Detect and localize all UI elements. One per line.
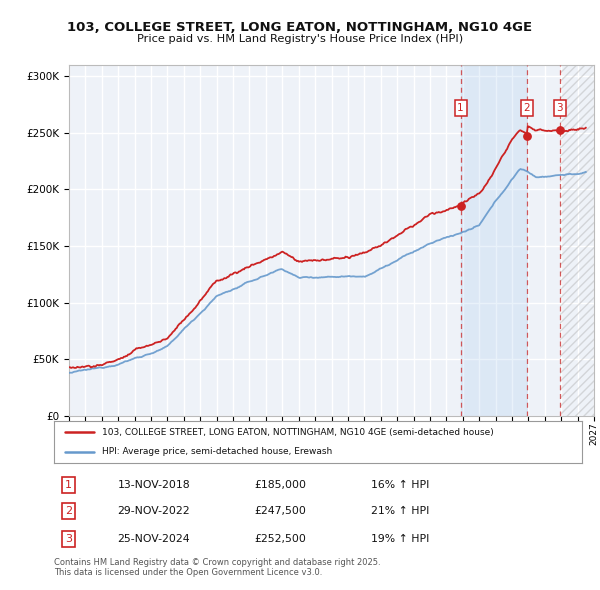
Text: 3: 3 [556, 103, 563, 113]
Text: 13-NOV-2018: 13-NOV-2018 [118, 480, 190, 490]
Text: 2: 2 [524, 103, 530, 113]
Bar [560, 65, 594, 416]
Text: HPI: Average price, semi-detached house, Erewash: HPI: Average price, semi-detached house,… [101, 447, 332, 456]
Text: 1: 1 [65, 480, 72, 490]
Point [456, 202, 466, 211]
Text: £185,000: £185,000 [254, 480, 307, 490]
Text: 103, COLLEGE STREET, LONG EATON, NOTTINGHAM, NG10 4GE: 103, COLLEGE STREET, LONG EATON, NOTTING… [67, 21, 533, 34]
Point [522, 131, 532, 140]
Text: 103, COLLEGE STREET, LONG EATON, NOTTINGHAM, NG10 4GE (semi-detached house): 103, COLLEGE STREET, LONG EATON, NOTTING… [101, 428, 493, 437]
Text: 19% ↑ HPI: 19% ↑ HPI [371, 534, 429, 544]
Text: £247,500: £247,500 [254, 506, 307, 516]
Text: 1: 1 [457, 103, 464, 113]
Bar [461, 65, 527, 416]
Point [555, 125, 565, 135]
Text: 2: 2 [65, 506, 73, 516]
Text: 21% ↑ HPI: 21% ↑ HPI [371, 506, 429, 516]
Text: Price paid vs. HM Land Registry's House Price Index (HPI): Price paid vs. HM Land Registry's House … [137, 34, 463, 44]
Text: 3: 3 [65, 534, 72, 544]
Bar [560, 65, 594, 416]
Text: £252,500: £252,500 [254, 534, 307, 544]
Text: Contains HM Land Registry data © Crown copyright and database right 2025.
This d: Contains HM Land Registry data © Crown c… [54, 558, 380, 577]
Text: 29-NOV-2022: 29-NOV-2022 [118, 506, 190, 516]
Text: 16% ↑ HPI: 16% ↑ HPI [371, 480, 429, 490]
Text: 25-NOV-2024: 25-NOV-2024 [118, 534, 190, 544]
